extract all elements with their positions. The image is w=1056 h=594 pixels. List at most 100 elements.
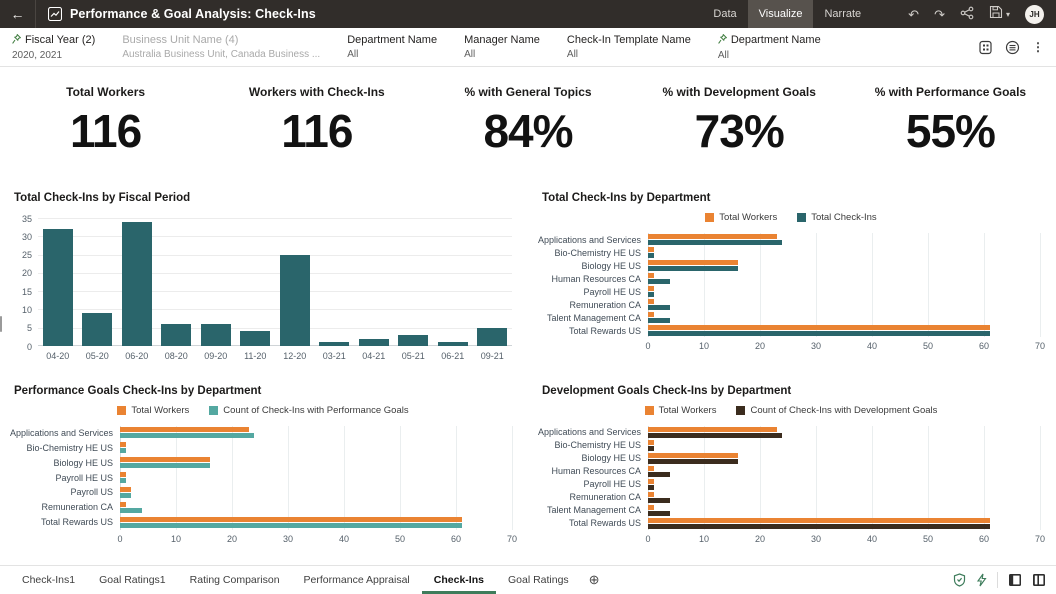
kpi-tile-2[interactable]: % with General Topics 84%: [422, 70, 633, 174]
filter-department-name-2[interactable]: Department Name All: [347, 34, 437, 60]
bar[interactable]: [648, 478, 654, 484]
bar-06-20[interactable]: [121, 221, 152, 346]
bar-05-20[interactable]: [82, 313, 113, 346]
toggle-right-panel-icon[interactable]: [1032, 573, 1046, 587]
bar[interactable]: [120, 448, 126, 454]
bar[interactable]: [648, 452, 738, 458]
mode-tab-visualize[interactable]: Visualize: [747, 0, 814, 28]
bar[interactable]: [648, 305, 671, 310]
bar-04-20[interactable]: [42, 228, 73, 346]
bar[interactable]: [648, 504, 654, 510]
bar[interactable]: [648, 325, 990, 330]
bar[interactable]: [648, 465, 654, 471]
bar[interactable]: [648, 286, 654, 291]
bar[interactable]: [120, 472, 126, 477]
toggle-left-panel-icon[interactable]: [1008, 573, 1022, 587]
bar[interactable]: [120, 433, 255, 439]
bar[interactable]: [648, 484, 654, 490]
department-bar-chart: Total Workers Total Check-Ins Applications…: [538, 212, 1045, 353]
kpi-tile-3[interactable]: % with Development Goals 73%: [634, 70, 845, 174]
bar[interactable]: [648, 260, 738, 265]
plot-area: [120, 425, 513, 530]
bar[interactable]: [648, 273, 654, 278]
bar[interactable]: [648, 458, 738, 464]
filter-check-in-template-name-4[interactable]: Check-In Template Name All: [567, 34, 691, 60]
bar[interactable]: [648, 253, 654, 258]
bar[interactable]: [120, 427, 249, 433]
bar[interactable]: [648, 471, 671, 477]
bar-04-21[interactable]: [358, 338, 389, 346]
mode-tab-data[interactable]: Data: [713, 8, 737, 20]
canvas-tab-check-ins[interactable]: Check-Ins: [421, 566, 496, 594]
bar[interactable]: [120, 486, 132, 492]
bar-11-20[interactable]: [240, 331, 271, 346]
bar[interactable]: [648, 247, 654, 252]
kpi-label: % with Performance Goals: [874, 85, 1027, 99]
bar[interactable]: [648, 234, 777, 239]
canvas-tab-performance-appraisal[interactable]: Performance Appraisal: [303, 574, 410, 586]
bar[interactable]: [120, 507, 143, 513]
bar[interactable]: [120, 516, 462, 522]
kpi-tile-4[interactable]: % with Performance Goals 55%: [845, 70, 1056, 174]
bar[interactable]: [648, 517, 990, 523]
bar-row-Applications and Services: [120, 426, 512, 441]
bar[interactable]: [648, 445, 654, 451]
bar[interactable]: [120, 522, 462, 528]
bar[interactable]: [120, 501, 126, 507]
bar[interactable]: [648, 510, 671, 516]
back-button[interactable]: ←: [0, 0, 36, 28]
bar-08-20[interactable]: [161, 324, 192, 346]
panel-resize-handle[interactable]: [0, 316, 2, 332]
data-quality-shield-icon[interactable]: [953, 573, 966, 587]
add-canvas-icon[interactable]: ⊕: [588, 572, 600, 587]
bar[interactable]: [120, 442, 126, 448]
bar[interactable]: [648, 426, 777, 432]
category-label: Remuneration CA: [41, 502, 113, 513]
kpi-tile-0[interactable]: Total Workers 116: [0, 70, 211, 174]
bar[interactable]: [648, 432, 783, 438]
bar-12-20[interactable]: [279, 254, 310, 346]
redo-icon[interactable]: ↷: [934, 6, 945, 22]
bar-05-21[interactable]: [398, 335, 429, 346]
filter-controls-icon[interactable]: [978, 40, 993, 55]
canvas-tab-check-ins1[interactable]: Check-Ins1: [22, 574, 76, 586]
gridline: [872, 233, 873, 337]
auto-insights-spark-icon[interactable]: [976, 573, 987, 587]
filter-manager-name-3[interactable]: Manager Name All: [464, 34, 540, 60]
undo-icon[interactable]: ↶: [908, 6, 920, 22]
bar[interactable]: [648, 266, 738, 271]
bar[interactable]: [648, 491, 654, 497]
kpi-tile-1[interactable]: Workers with Check-Ins 116: [211, 70, 422, 174]
filter-business-unit-name-4--1[interactable]: Business Unit Name (4) Australia Business…: [122, 34, 320, 60]
filter-fiscal-year-2--0[interactable]: Fiscal Year (2) 2020, 2021: [12, 33, 95, 61]
canvas-tab-goal-ratings1[interactable]: Goal Ratings1: [99, 574, 166, 586]
bar[interactable]: [120, 478, 126, 483]
share-icon[interactable]: [960, 6, 974, 22]
bar-09-21[interactable]: [477, 327, 508, 346]
bar[interactable]: [120, 463, 210, 469]
bar[interactable]: [648, 523, 990, 529]
mode-tab-narrate[interactable]: Narrate: [824, 8, 862, 20]
bar[interactable]: [648, 299, 654, 304]
bar-09-20[interactable]: [200, 324, 231, 346]
limit-values-icon[interactable]: [1005, 40, 1020, 55]
canvas-tab-rating-comparison[interactable]: Rating Comparison: [189, 574, 280, 586]
save-button[interactable]: ▾: [989, 5, 1010, 24]
bar[interactable]: [648, 240, 783, 245]
bar[interactable]: [648, 439, 654, 445]
bar-03-21[interactable]: [319, 342, 350, 346]
more-options-icon[interactable]: ⋮: [1032, 40, 1044, 54]
bar[interactable]: [120, 492, 132, 498]
x-tick-label: 0: [645, 533, 651, 544]
user-avatar[interactable]: JH: [1025, 4, 1044, 24]
canvas-tab-goal-ratings[interactable]: Goal Ratings: [507, 574, 569, 586]
bar[interactable]: [648, 331, 990, 336]
bar[interactable]: [120, 457, 210, 463]
bar-06-21[interactable]: [437, 342, 468, 346]
filter-department-name-5[interactable]: Department Name All: [718, 33, 821, 61]
bar[interactable]: [648, 497, 671, 503]
bar[interactable]: [648, 312, 654, 317]
bar[interactable]: [648, 292, 654, 297]
bar[interactable]: [648, 279, 671, 284]
bar[interactable]: [648, 318, 671, 323]
